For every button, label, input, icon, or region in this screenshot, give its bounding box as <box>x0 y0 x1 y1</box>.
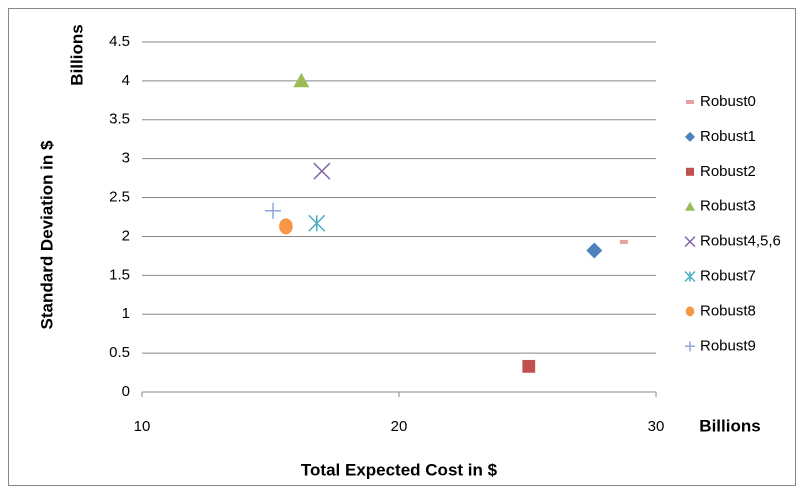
y-axis-title: Standard Deviation in $ <box>37 140 56 329</box>
point <box>522 359 536 373</box>
legend-marker <box>686 167 694 176</box>
y-tick-label: 3 <box>122 150 130 167</box>
legend-marker <box>685 306 695 317</box>
chart-border <box>8 8 796 486</box>
y-tick-label: 3.5 <box>109 111 130 128</box>
x-unit-label: Billions <box>699 416 760 435</box>
legend-marker <box>684 270 696 283</box>
y-tick-label: 0.5 <box>109 344 130 361</box>
point <box>293 72 310 88</box>
legend-label: Robust3 <box>700 198 756 215</box>
y-tick-label: 0 <box>122 383 130 400</box>
legend-marker <box>685 341 695 352</box>
legend-label: Robust4,5,6 <box>700 233 781 250</box>
point <box>586 242 603 259</box>
y-tick-label: 1.5 <box>109 266 130 283</box>
point <box>313 162 331 180</box>
y-tick-label: 2.5 <box>109 189 130 206</box>
x-axis-title: Total Expected Cost in $ <box>301 460 498 479</box>
y-tick-label: 2 <box>122 227 130 244</box>
x-tick-label: 30 <box>648 418 665 435</box>
legend-label: Robust0 <box>700 93 756 110</box>
point <box>265 202 282 219</box>
legend-label: Robust8 <box>700 302 756 319</box>
point <box>308 214 326 232</box>
y-tick-label: 4.5 <box>109 33 130 50</box>
legend-marker <box>685 201 695 211</box>
point <box>279 218 293 235</box>
legend-label: Robust1 <box>700 128 756 145</box>
y-tick-label: 1 <box>122 305 130 322</box>
legend-label: Robust2 <box>700 163 756 180</box>
legend-marker <box>686 100 694 104</box>
legend-label: Robust9 <box>700 337 756 354</box>
legend-marker <box>684 236 696 248</box>
y-unit-label: Billions <box>67 24 86 85</box>
x-tick-label: 10 <box>134 418 151 435</box>
legend-label: Robust7 <box>700 267 756 284</box>
point <box>619 239 628 244</box>
x-tick-label: 20 <box>391 418 408 435</box>
legend-marker <box>685 131 695 142</box>
y-tick-label: 4 <box>122 72 130 89</box>
